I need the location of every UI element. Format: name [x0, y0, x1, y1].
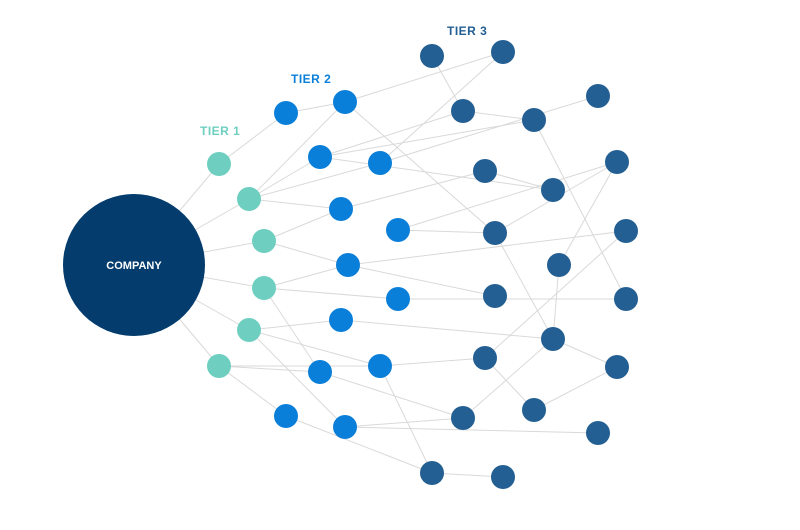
edge-b10-c15 — [379, 357, 486, 367]
edge-c10-c8 — [558, 161, 618, 266]
edge-b3-c7 — [319, 156, 554, 191]
tier-3-node — [473, 159, 497, 183]
edge-b13-c18 — [344, 417, 464, 428]
tier-2-node — [333, 415, 357, 439]
tier-2-node — [336, 253, 360, 277]
tier-3-node — [491, 465, 515, 489]
edge-c18-c14 — [462, 338, 554, 419]
tier-2-node — [333, 90, 357, 114]
tier-1-node — [252, 276, 276, 300]
tier-3-node — [586, 421, 610, 445]
edge-b3-c3 — [319, 110, 464, 158]
tier-3-node — [541, 327, 565, 351]
tier-3-node — [605, 355, 629, 379]
tier-3-node — [483, 284, 507, 308]
tier-1-node — [237, 318, 261, 342]
edge-a6-b12 — [218, 365, 287, 417]
tier-3-node — [420, 461, 444, 485]
edge-c11-c15 — [484, 230, 627, 359]
edge-c9-c14 — [494, 232, 554, 340]
edge-a2-b3 — [248, 156, 321, 200]
edge-b6-c8 — [397, 161, 618, 231]
tier-2-label: TIER 2 — [291, 72, 331, 86]
nodes-layer — [207, 40, 638, 489]
edge-b10-c20 — [379, 365, 433, 474]
tier-2-node — [368, 354, 392, 378]
edge-a5-b10 — [248, 329, 381, 367]
edge-b13-c19 — [344, 426, 599, 434]
tier-2-node — [386, 287, 410, 311]
tier-1-node — [207, 152, 231, 176]
tier-1-node — [237, 187, 261, 211]
company-label: COMPANY — [106, 260, 162, 272]
edge-b5-c6 — [340, 170, 486, 210]
edge-a4-b8 — [263, 287, 399, 300]
tier-2-node — [274, 101, 298, 125]
edge-a3-b5 — [263, 208, 342, 242]
edge-a4-b11 — [263, 287, 321, 373]
edge-a2-b4 — [248, 162, 381, 200]
edge-b2-c9 — [344, 101, 496, 234]
tier-3-node — [614, 219, 638, 243]
tier-1-node — [207, 354, 231, 378]
tier-3-node — [547, 253, 571, 277]
company-node — [63, 194, 205, 336]
tier-3-node — [451, 406, 475, 430]
tier-3-node — [491, 40, 515, 64]
edge-c16-c17 — [533, 366, 618, 411]
edge-a3-b7 — [263, 240, 349, 266]
edge-b4-c2 — [379, 51, 504, 164]
tier-1-label: TIER 1 — [200, 124, 240, 138]
tier-2-node — [368, 151, 392, 175]
edge-b11-c18 — [319, 371, 464, 419]
tier-2-node — [308, 360, 332, 384]
edge-a4-b7 — [263, 264, 349, 289]
edge-c2-b2 — [344, 51, 504, 103]
tier-2-node — [386, 218, 410, 242]
tier-1-node — [252, 229, 276, 253]
edge-b7-c12 — [347, 264, 496, 297]
tier-3-node — [541, 178, 565, 202]
tier-2-node — [308, 145, 332, 169]
edge-a5-b13 — [248, 329, 346, 428]
tier-2-node — [274, 404, 298, 428]
tier-3-node — [483, 221, 507, 245]
tier-2-node — [329, 308, 353, 332]
tier-3-node — [451, 99, 475, 123]
edge-c10-c14 — [552, 264, 560, 340]
edge-a2-b5 — [248, 198, 342, 210]
tier-3-node — [420, 44, 444, 68]
edge-a6-b11 — [218, 365, 321, 373]
tier-3-node — [586, 84, 610, 108]
tier-3-node — [605, 150, 629, 174]
edge-b4-c5 — [379, 95, 599, 164]
tier-3-node — [522, 398, 546, 422]
edge-b12-c20 — [285, 415, 433, 474]
edge-b9-c14 — [340, 319, 554, 340]
tier-3-node — [614, 287, 638, 311]
edge-a5-b9 — [248, 319, 342, 331]
edge-a1-b1 — [218, 112, 287, 165]
tier-3-label: TIER 3 — [447, 24, 487, 38]
tier-3-node — [522, 108, 546, 132]
edge-b7-c11 — [347, 230, 627, 266]
edge-a2-b2 — [248, 101, 346, 200]
tier-3-node — [473, 346, 497, 370]
edge-b6-c9 — [397, 229, 496, 234]
edge-c4-c13 — [533, 119, 627, 300]
tier-2-node — [329, 197, 353, 221]
